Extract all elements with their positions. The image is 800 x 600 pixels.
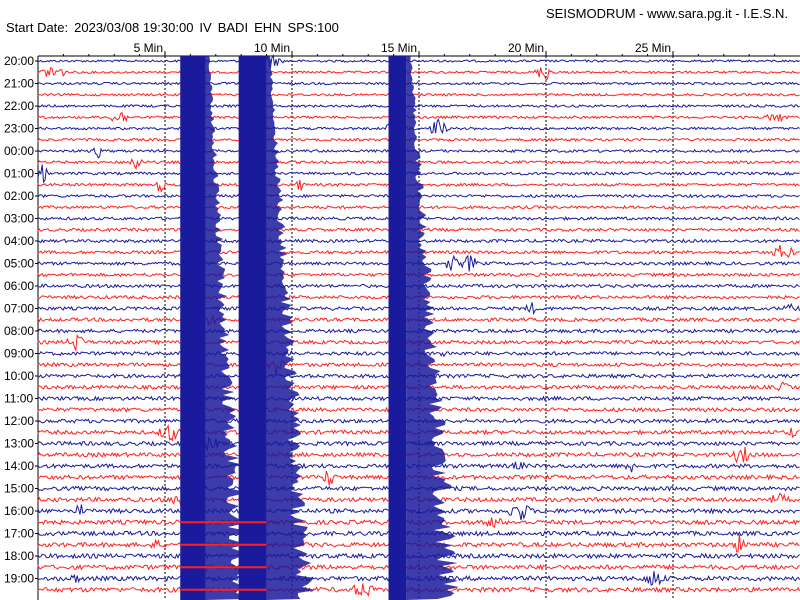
hour-label-1100: 11:00	[4, 392, 33, 406]
hour-label-1200: 12:00	[4, 414, 34, 428]
trace-line	[37, 81, 800, 86]
hour-label-0500: 05:00	[4, 257, 34, 271]
hour-label-1600: 16:00	[4, 504, 34, 518]
hour-label-0400: 04:00	[4, 234, 34, 248]
start-date-label: Start Date:	[6, 20, 69, 35]
burst-coda-2	[266, 56, 316, 600]
hour-label-1000: 10:00	[4, 369, 34, 383]
trace-line	[37, 92, 800, 97]
hour-label-0900: 09:00	[4, 347, 34, 361]
hour-label-0800: 08:00	[4, 324, 34, 338]
hour-label-0700: 07:00	[4, 302, 34, 316]
hour-label-1700: 17:00	[4, 527, 34, 541]
minute-tick-labels: 5 Min 10 Min 15 Min 20 Min 25 Min	[134, 41, 671, 55]
minute-label-10: 10 Min	[254, 41, 290, 55]
hour-label-2200: 22:00	[4, 99, 34, 113]
minute-label-5: 5 Min	[134, 41, 163, 55]
trace-line	[37, 53, 800, 69]
hour-label-0300: 03:00	[4, 212, 34, 226]
minute-label-20: 20 Min	[508, 41, 544, 55]
hour-label-0100: 01:00	[4, 167, 34, 181]
trace-line	[37, 111, 800, 123]
burst-coda-1	[205, 56, 250, 600]
network-code: IV	[199, 20, 212, 35]
hour-label-1500: 15:00	[4, 482, 34, 496]
burst-3	[388, 56, 407, 600]
source-title: SEISMODRUM - www.sara.pg.it - I.E.S.N.	[546, 6, 788, 21]
trace-line	[37, 103, 800, 109]
hour-tick-labels: 20:00 21:00 22:00 23:00 00:00 01:00 02:00 03:00…	[4, 54, 38, 586]
burst-2	[238, 56, 267, 600]
hour-label-2300: 23:00	[4, 122, 34, 136]
saturated-bursts	[180, 56, 460, 600]
hour-label-0600: 06:00	[4, 279, 34, 293]
hour-label-1400: 14:00	[4, 459, 34, 473]
hour-label-2100: 21:00	[4, 77, 34, 91]
burst-1	[180, 56, 206, 600]
trace-line	[37, 137, 800, 143]
hour-label-1900: 19:00	[4, 572, 34, 586]
burst-coda-3	[406, 56, 460, 600]
hour-label-0200: 02:00	[4, 189, 34, 203]
minute-label-15: 15 Min	[381, 41, 417, 55]
hour-label-0000: 00:00	[4, 144, 34, 158]
hour-label-2000: 20:00	[4, 54, 34, 68]
channel-code: EHN	[254, 20, 282, 35]
header-info: Start Date: 2023/03/08 19:30:00 IV BADI EHN S…	[6, 20, 345, 35]
sample-rate: SPS:100	[287, 20, 339, 35]
trace-line	[37, 67, 800, 82]
minute-label-25: 25 Min	[635, 41, 671, 55]
hour-label-1300: 13:00	[4, 437, 34, 451]
station-code: BADI	[217, 20, 249, 35]
start-datetime: 2023/03/08 19:30:00	[74, 20, 194, 35]
hour-label-1800: 18:00	[4, 549, 34, 563]
trace-line	[37, 118, 800, 137]
